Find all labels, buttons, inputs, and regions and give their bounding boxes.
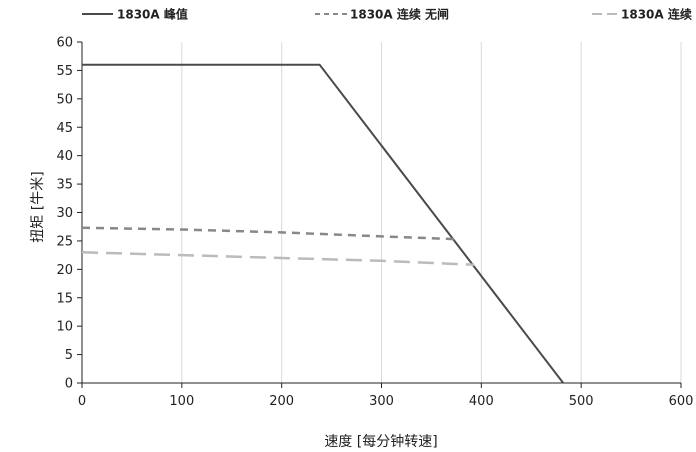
series-line-2: [81, 226, 457, 241]
y-tick-label: 40: [56, 149, 73, 164]
y-tick-label: 10: [56, 320, 73, 335]
y-tick-label: 5: [65, 348, 73, 363]
legend-label-3: 1830A 连续: [621, 7, 692, 22]
x-tick-label: 600: [669, 394, 694, 409]
y-tick-label: 45: [56, 121, 73, 136]
y-tick-label: 15: [56, 291, 73, 306]
y-tick-label: 25: [56, 234, 73, 249]
x-tick-label: 200: [269, 394, 294, 409]
x-tick-label: 100: [169, 394, 194, 409]
y-tick-label: 35: [56, 178, 73, 193]
series-lines: [81, 63, 564, 384]
x-tick-label: 400: [469, 394, 494, 409]
series-line-3: [81, 251, 475, 267]
y-tick-label: 50: [56, 92, 73, 107]
y-axis-title: 扭矩 [牛米]: [30, 171, 46, 242]
y-tick-label: 60: [56, 36, 73, 51]
legend-label-1: 1830A 峰值: [117, 7, 188, 22]
legend-label-2: 1830A 连续 无闸: [350, 7, 449, 22]
x-axis-title: 速度 [每分钟转速]: [324, 433, 437, 450]
series-line-1: [82, 63, 564, 384]
y-tick-label: 20: [56, 263, 73, 278]
x-tick-label: 300: [369, 394, 394, 409]
x-tick-label: 0: [78, 394, 86, 409]
legend: 1830A 峰值 1830A 连续 无闸 1830A 连续: [82, 7, 692, 22]
grid-lines: [181, 42, 682, 383]
y-tick-label: 0: [65, 377, 73, 392]
x-tick-label: 500: [569, 394, 594, 409]
y-tick-label: 30: [56, 206, 73, 221]
y-tick-label: 55: [56, 64, 73, 79]
